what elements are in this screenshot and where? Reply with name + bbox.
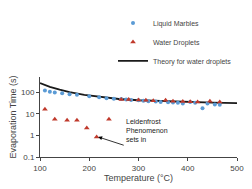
svg-text:Temperature (°C): Temperature (°C) bbox=[104, 173, 173, 183]
svg-text:10: 10 bbox=[25, 110, 34, 119]
svg-text:100: 100 bbox=[21, 88, 35, 97]
svg-text:400: 400 bbox=[181, 164, 195, 173]
svg-text:Liquid Marbles: Liquid Marbles bbox=[153, 20, 199, 28]
svg-text:Water Droplets: Water Droplets bbox=[153, 39, 200, 47]
svg-text:500: 500 bbox=[230, 164, 244, 173]
svg-text:0.1: 0.1 bbox=[23, 153, 35, 162]
svg-text:1: 1 bbox=[30, 131, 35, 140]
svg-text:100: 100 bbox=[33, 164, 47, 173]
svg-text:Evaporation Time (s): Evaporation Time (s) bbox=[8, 75, 18, 158]
svg-text:LeidenfrostPhenomenonsets in: LeidenfrostPhenomenonsets in bbox=[126, 118, 168, 143]
svg-text:200: 200 bbox=[83, 164, 97, 173]
svg-text:Theory for water droplets: Theory for water droplets bbox=[153, 58, 231, 66]
svg-text:300: 300 bbox=[132, 164, 146, 173]
